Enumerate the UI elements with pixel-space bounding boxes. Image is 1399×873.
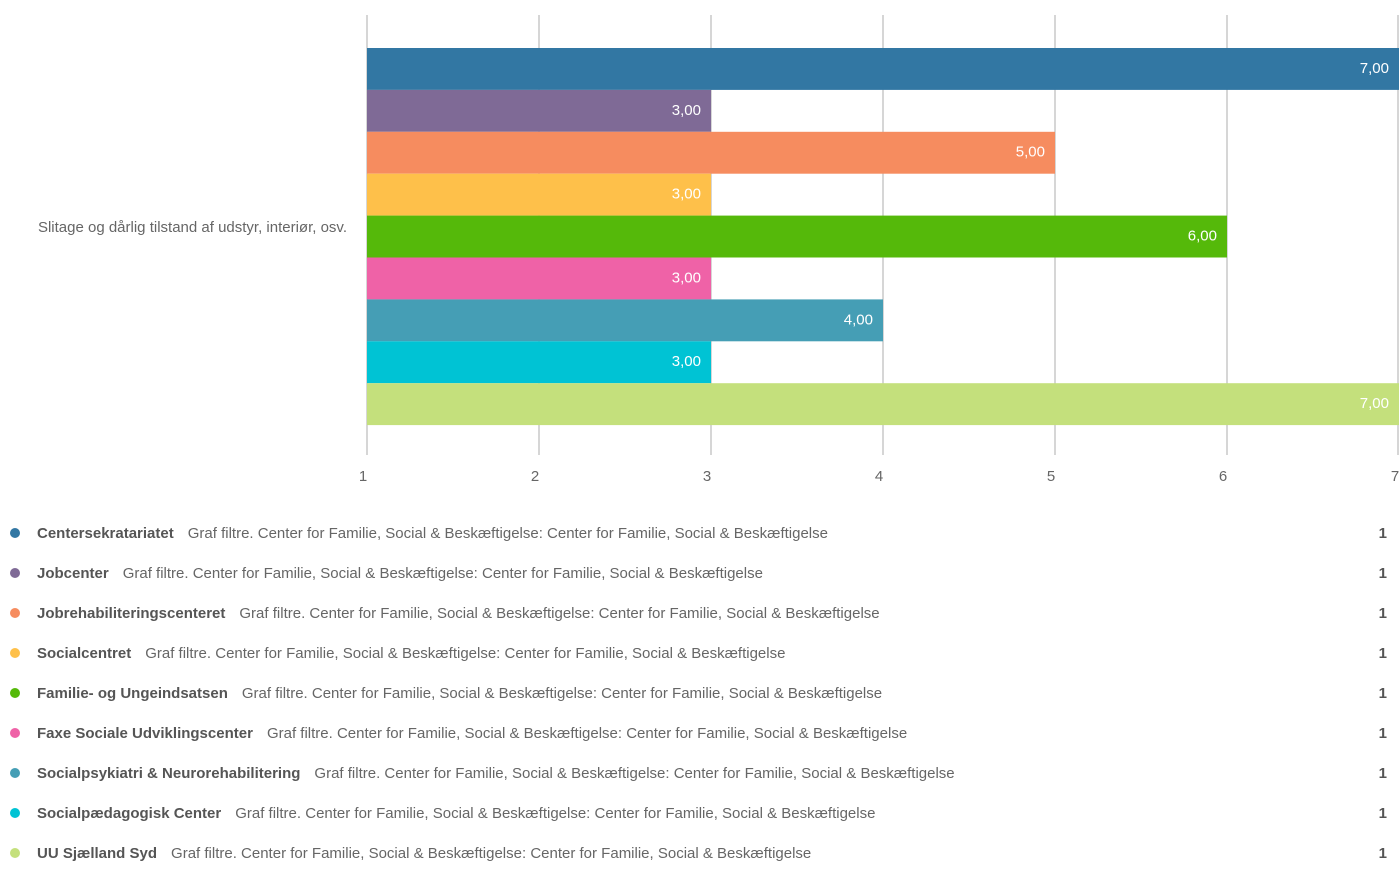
legend-count: 1 <box>1378 524 1387 542</box>
legend-item: Socialpædagogisk Center Graf filtre. Cent… <box>0 793 1399 833</box>
value-label: 3,00 <box>672 102 701 119</box>
legend-description: Graf filtre. Center for Familie, Social … <box>187 524 828 542</box>
legend-description: Graf filtre. Center for Familie, Social … <box>266 724 908 742</box>
legend-item: Familie- og Ungeindsatsen Graf filtre. Ce… <box>0 673 1399 713</box>
bar <box>367 89 711 132</box>
legend-dot <box>10 728 20 738</box>
legend-text: Centersekratariatet Graf filtre. Center f… <box>37 525 828 542</box>
x-tick-label: 7 <box>1391 468 1399 485</box>
legend-count: 1 <box>1378 844 1387 862</box>
legend-count: 1 <box>1378 684 1387 702</box>
legend-text: Socialpædagogisk Center Graf filtre. Cent… <box>37 805 875 822</box>
legend-count: 1 <box>1378 644 1387 662</box>
legend-name: Socialcentret <box>37 644 132 662</box>
legend: Centersekratariatet Graf filtre. Center f… <box>0 513 1399 873</box>
bar <box>367 131 1055 174</box>
legend-count: 1 <box>1378 724 1387 742</box>
value-label: 3,00 <box>672 353 701 370</box>
value-label: 5,00 <box>1016 144 1045 161</box>
bar <box>367 383 1399 426</box>
legend-dot <box>10 568 20 578</box>
legend-description: Graf filtre. Center for Familie, Social … <box>122 564 763 582</box>
bar <box>367 341 711 384</box>
legend-text: Jobcenter Graf filtre. Center for Familie… <box>37 565 763 582</box>
legend-text: Socialcentret Graf filtre. Center for Fam… <box>37 645 785 662</box>
legend-name: Centersekratariatet <box>37 524 174 542</box>
legend-name: Familie- og Ungeindsatsen <box>37 684 228 702</box>
legend-dot <box>10 848 20 858</box>
bar <box>367 257 711 300</box>
legend-item: Faxe Sociale Udviklingscenter Graf filtre… <box>0 713 1399 753</box>
value-label: 6,00 <box>1188 228 1217 245</box>
legend-count: 1 <box>1378 764 1387 782</box>
x-tick-label: 1 <box>359 468 367 485</box>
legend-text: UU Sjælland Syd Graf filtre. Center for F… <box>37 845 811 862</box>
legend-item: Socialpsykiatri & Neurorehabilitering Gra… <box>0 753 1399 793</box>
x-tick-label: 3 <box>703 468 711 485</box>
legend-item: Centersekratariatet Graf filtre. Center f… <box>0 513 1399 553</box>
bar <box>367 215 1227 258</box>
x-tick-label: 5 <box>1047 468 1055 485</box>
legend-text: Faxe Sociale Udviklingscenter Graf filtre… <box>37 725 907 742</box>
legend-name: Jobcenter <box>37 564 109 582</box>
legend-name: Socialpædagogisk Center <box>37 804 222 822</box>
legend-dot <box>10 768 20 778</box>
legend-dot <box>10 648 20 658</box>
legend-dot <box>10 608 20 618</box>
legend-text: Familie- og Ungeindsatsen Graf filtre. Ce… <box>37 685 882 702</box>
legend-count: 1 <box>1378 804 1387 822</box>
legend-count: 1 <box>1378 564 1387 582</box>
value-label: 3,00 <box>672 186 701 203</box>
chart: 1 2 3 4 5 6 7 7,00 3,00 5,00 3,00 6,00 3,00 4,00 3,00 7… <box>359 15 1399 485</box>
bar <box>367 173 711 216</box>
legend-item: Jobrehabiliteringscenteret Graf filtre. C… <box>0 593 1399 633</box>
legend-text: Jobrehabiliteringscenteret Graf filtre. C… <box>37 605 880 622</box>
value-label: 3,00 <box>672 269 701 286</box>
legend-description: Graf filtre. Center for Familie, Social … <box>235 804 876 822</box>
legend-count: 1 <box>1378 604 1387 622</box>
legend-item: Jobcenter Graf filtre. Center for Familie… <box>0 553 1399 593</box>
x-tick-label: 2 <box>531 468 539 485</box>
x-tick-label: 4 <box>875 468 883 485</box>
legend-description: Graf filtre. Center for Familie, Social … <box>241 684 883 702</box>
legend-dot <box>10 528 20 538</box>
value-label: 4,00 <box>844 311 873 328</box>
legend-description: Graf filtre. Center for Familie, Social … <box>171 844 812 862</box>
category-label: Slitage og dårlig tilstand af udstyr, in… <box>37 219 347 236</box>
legend-name: Socialpsykiatri & Neurorehabilitering <box>37 764 301 782</box>
legend-dot <box>10 808 20 818</box>
legend-item: UU Sjælland Syd Graf filtre. Center for F… <box>0 833 1399 873</box>
bar <box>367 48 1399 90</box>
legend-dot <box>10 688 20 698</box>
legend-description: Graf filtre. Center for Familie, Social … <box>145 644 786 662</box>
bar <box>367 299 883 342</box>
legend-item: Socialcentret Graf filtre. Center for Fam… <box>0 633 1399 673</box>
x-tick-label: 6 <box>1219 468 1227 485</box>
value-label: 7,00 <box>1360 395 1389 412</box>
legend-description: Graf filtre. Center for Familie, Social … <box>239 604 880 622</box>
legend-name: Faxe Sociale Udviklingscenter <box>37 724 253 742</box>
legend-name: Jobrehabiliteringscenteret <box>37 604 226 622</box>
legend-name: UU Sjælland Syd <box>37 844 158 862</box>
legend-description: Graf filtre. Center for Familie, Social … <box>314 764 955 782</box>
value-label: 7,00 <box>1360 60 1389 77</box>
legend-text: Socialpsykiatri & Neurorehabilitering Gra… <box>37 765 955 782</box>
